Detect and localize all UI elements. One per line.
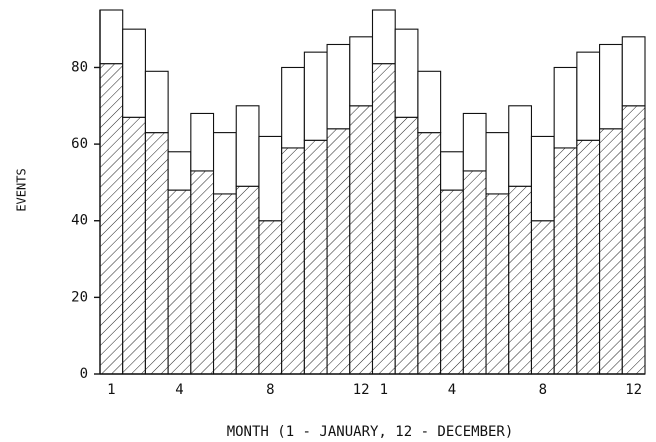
bar-segment bbox=[553, 147, 578, 375]
bar-segment bbox=[258, 220, 283, 375]
x-tick-label: 1 bbox=[107, 382, 115, 398]
bar-segment bbox=[440, 151, 464, 191]
bar-segment bbox=[144, 132, 169, 375]
y-tick-label: 20 bbox=[71, 289, 88, 305]
bar-segment bbox=[281, 66, 305, 149]
bar-segment bbox=[621, 105, 646, 375]
x-tick-label: 12 bbox=[625, 382, 642, 398]
x-tick-label: 1 bbox=[380, 382, 388, 398]
bar-segment bbox=[530, 220, 555, 375]
bar-segment bbox=[394, 28, 419, 118]
bar-segment bbox=[621, 36, 646, 107]
bar-segment bbox=[190, 170, 215, 375]
bar-segment bbox=[462, 112, 487, 172]
bar-segment bbox=[326, 128, 351, 375]
bar-segment bbox=[599, 43, 623, 130]
bar-segment bbox=[508, 185, 533, 375]
x-tick-label: 8 bbox=[539, 382, 547, 398]
bar-segment bbox=[281, 147, 305, 375]
bar-segment bbox=[212, 132, 237, 195]
bar-segment bbox=[167, 151, 192, 191]
x-tick-label: 4 bbox=[175, 382, 183, 398]
y-tick-label: 0 bbox=[80, 366, 88, 382]
bar-segment bbox=[99, 9, 124, 65]
bar-segment bbox=[576, 51, 601, 141]
y-tick-label: 60 bbox=[71, 136, 88, 152]
bar-segment bbox=[212, 193, 237, 375]
bar-segment bbox=[462, 170, 487, 375]
bar-segment bbox=[371, 9, 396, 65]
y-axis-label: EVENTS bbox=[15, 168, 29, 211]
y-tick-label: 40 bbox=[71, 213, 88, 229]
bar-segment bbox=[99, 63, 124, 375]
bar-segment bbox=[485, 193, 510, 375]
x-tick-label: 12 bbox=[353, 382, 370, 398]
bar-segment bbox=[326, 43, 351, 130]
bar-segment bbox=[303, 51, 328, 141]
bar-segment bbox=[167, 189, 192, 375]
bar-segment bbox=[122, 116, 146, 375]
bar-segment bbox=[508, 105, 533, 187]
bar-segment bbox=[394, 116, 419, 375]
bar-segment bbox=[122, 28, 146, 118]
bar-segment bbox=[485, 132, 510, 195]
bar-segment bbox=[303, 139, 328, 375]
y-tick-label: 80 bbox=[71, 59, 88, 75]
bar-segment bbox=[190, 112, 215, 172]
bar-segment bbox=[440, 189, 464, 375]
bar-segment bbox=[553, 66, 578, 149]
x-tick-label: 8 bbox=[266, 382, 274, 398]
bar-segment bbox=[530, 135, 555, 222]
bar-segment bbox=[349, 105, 374, 375]
bar-segment bbox=[371, 63, 396, 375]
bar-segment bbox=[417, 132, 442, 375]
x-tick-label: 4 bbox=[448, 382, 456, 398]
bar-segment bbox=[235, 185, 260, 375]
bar-segment bbox=[235, 105, 260, 187]
bar-segment bbox=[144, 70, 169, 134]
bar-segment bbox=[417, 70, 442, 134]
bar-segment bbox=[349, 36, 374, 107]
bar-segment bbox=[599, 128, 623, 375]
bar-segment bbox=[576, 139, 601, 375]
x-axis-label: MONTH (1 - JANUARY, 12 - DECEMBER) bbox=[227, 424, 514, 440]
bar-segment bbox=[258, 135, 283, 222]
